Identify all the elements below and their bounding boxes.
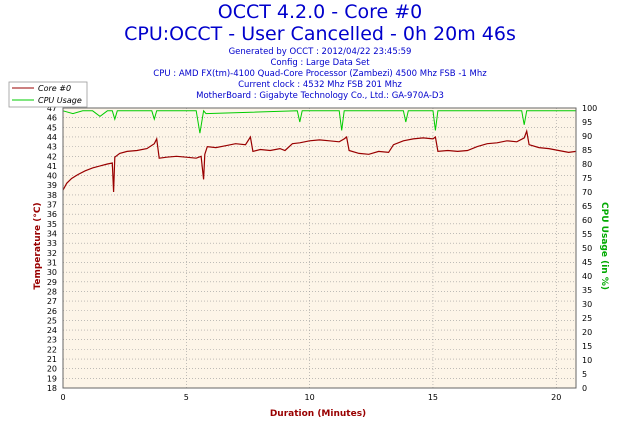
- y-tick-left: 41: [47, 162, 57, 171]
- y-tick-left: 27: [47, 297, 57, 306]
- legend-label-cpu: CPU Usage: [38, 96, 82, 105]
- y-tick-left: 46: [47, 114, 57, 123]
- y-tick-left: 28: [47, 287, 57, 296]
- y-tick-left: 20: [47, 365, 57, 374]
- chart-title: OCCT 4.2.0 - Core #0: [217, 1, 423, 23]
- plot-border: [62, 107, 577, 389]
- y-tick-left: 21: [47, 355, 57, 364]
- y-axis-label-left: Temperature (°C): [33, 202, 43, 289]
- y-tick-left: 44: [47, 133, 57, 142]
- y-tick-left: 30: [47, 268, 57, 277]
- y-tick-right: 15: [582, 342, 592, 351]
- y-tick-left: 35: [47, 220, 57, 229]
- y-tick-left: 37: [47, 201, 57, 210]
- y-tick-left: 45: [47, 123, 57, 132]
- legend-label-core: Core #0: [38, 84, 71, 93]
- y-tick-left: 36: [47, 210, 57, 219]
- y-tick-right: 40: [582, 272, 592, 281]
- y-tick-right: 60: [582, 216, 592, 225]
- x-axis-label: Duration (Minutes): [270, 409, 366, 419]
- y-tick-right: 45: [582, 258, 592, 267]
- y-tick-left: 47: [47, 104, 57, 113]
- y-tick-right: 100: [582, 104, 597, 113]
- series-cpu-usage: [62, 109, 576, 134]
- y-tick-left: 32: [47, 249, 57, 258]
- info-generated: Generated by OCCT : 2012/04/22 23:45:59: [228, 47, 412, 57]
- x-tick: 20: [551, 393, 561, 402]
- y-tick-right: 85: [582, 146, 592, 155]
- y-tick-right: 80: [582, 160, 592, 169]
- y-tick-right: 50: [582, 244, 592, 253]
- y-tick-left: 24: [47, 326, 57, 335]
- y-tick-left: 34: [47, 230, 57, 239]
- y-tick-left: 23: [47, 336, 57, 345]
- y-tick-right: 90: [582, 132, 592, 141]
- y-tick-right: 55: [582, 230, 592, 239]
- tick-labels: 1819202122232425262728293031323334353637…: [47, 104, 597, 402]
- y-tick-right: 20: [582, 328, 592, 337]
- y-tick-left: 33: [47, 239, 57, 248]
- y-tick-left: 19: [47, 374, 57, 383]
- y-tick-left: 40: [47, 172, 57, 181]
- info-motherboard: MotherBoard : Gigabyte Technology Co., L…: [196, 91, 444, 101]
- y-tick-right: 5: [582, 370, 587, 379]
- x-tick: 10: [305, 393, 315, 402]
- x-tick: 5: [184, 393, 189, 402]
- y-tick-left: 18: [47, 384, 57, 393]
- y-tick-left: 43: [47, 143, 57, 152]
- y-tick-right: 35: [582, 286, 592, 295]
- y-tick-right: 95: [582, 118, 592, 127]
- y-tick-left: 29: [47, 278, 57, 287]
- y-tick-right: 25: [582, 314, 592, 323]
- x-tick: 15: [428, 393, 438, 402]
- y-tick-right: 30: [582, 300, 592, 309]
- legend-box: [8, 81, 88, 108]
- y-tick-right: 10: [582, 356, 592, 365]
- y-tick-left: 25: [47, 316, 57, 325]
- y-tick-left: 31: [47, 258, 57, 267]
- y-tick-left: 38: [47, 191, 57, 200]
- info-clock: Current clock : 4532 Mhz FSB 201 Mhz: [238, 80, 402, 90]
- series-core-0: [62, 128, 577, 193]
- y-tick-right: 0: [582, 384, 587, 393]
- y-tick-left: 42: [47, 152, 57, 161]
- legend: Core #0 CPU Usage: [8, 81, 88, 108]
- y-tick-left: 39: [47, 181, 57, 190]
- info-cpu: CPU : AMD FX(tm)-4100 Quad-Core Processo…: [153, 69, 487, 79]
- y-tick-right: 75: [582, 174, 592, 183]
- info-config: Config : Large Data Set: [270, 58, 370, 68]
- y-tick-left: 26: [47, 307, 57, 316]
- y-tick-right: 65: [582, 202, 592, 211]
- x-tick: 0: [60, 393, 65, 402]
- chart-subtitle: CPU:OCCT - User Cancelled - 0h 20m 46s: [124, 23, 516, 45]
- plot-area: [63, 108, 576, 388]
- y-tick-right: 70: [582, 188, 592, 197]
- y-tick-left: 22: [47, 345, 57, 354]
- y-axis-label-right: CPU Usage (in %): [599, 202, 609, 290]
